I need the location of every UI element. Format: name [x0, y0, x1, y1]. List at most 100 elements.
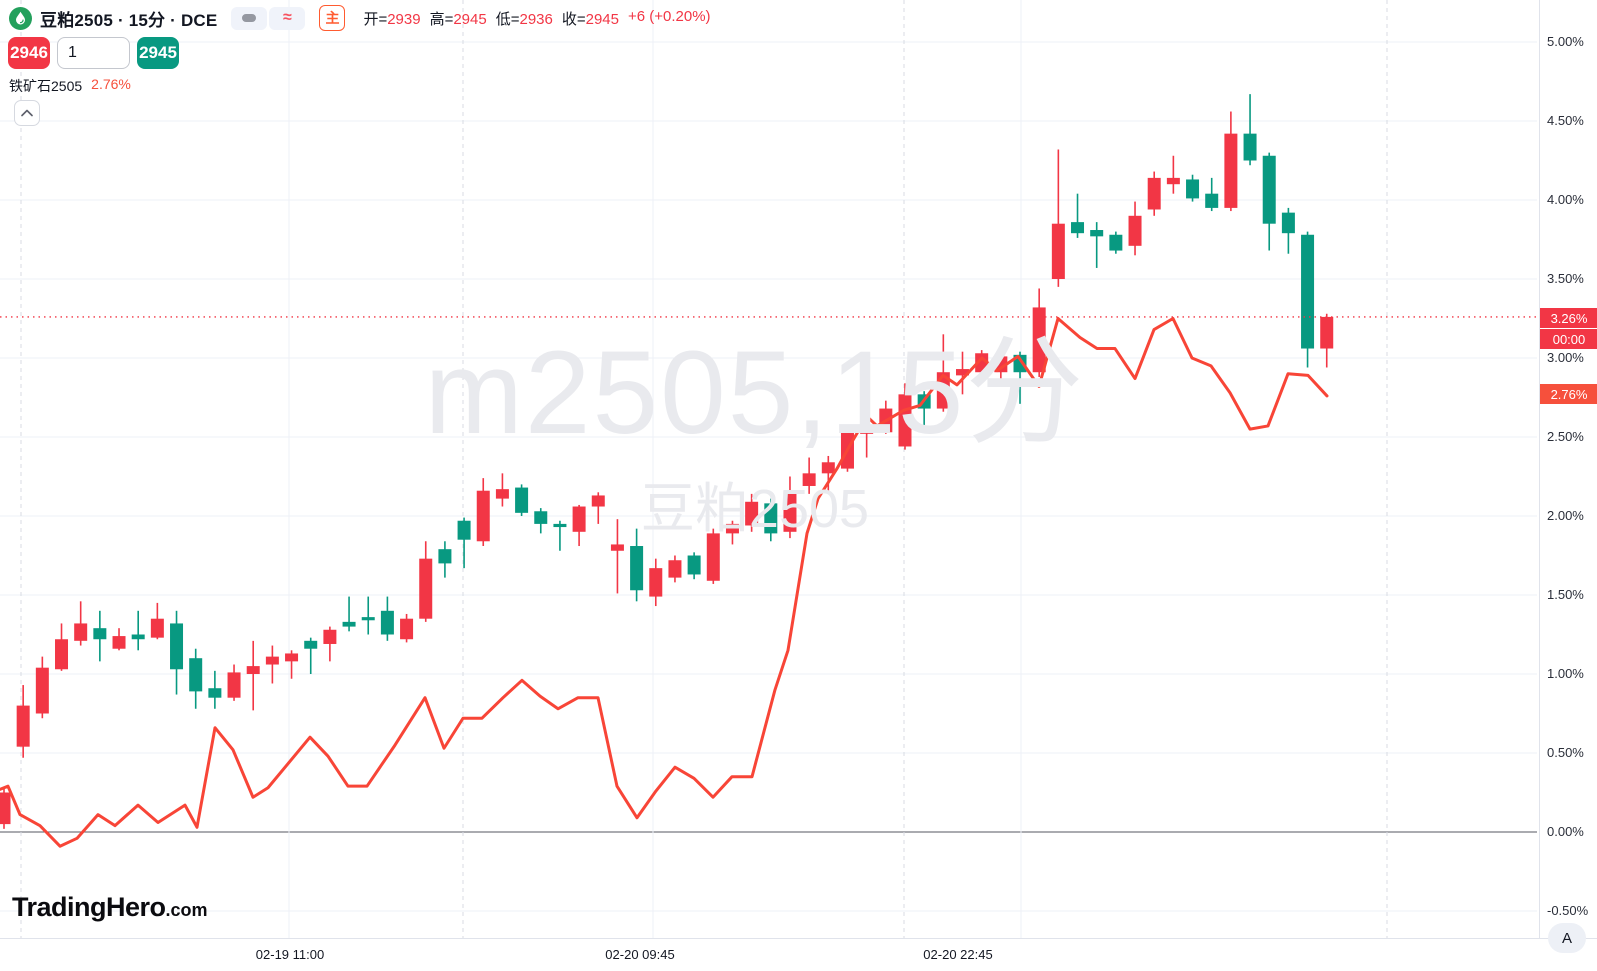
candle-body	[1071, 222, 1085, 234]
candle-body	[438, 549, 452, 564]
dash-toggle-icon[interactable]	[231, 6, 268, 30]
candle-body	[898, 394, 912, 447]
candle-body	[35, 667, 49, 714]
candle-body	[1128, 215, 1142, 246]
price-axis[interactable]: 3.26% 00:00 2.76% 5.00% 4.50% 4.00% 3.50% 3.…	[1539, 0, 1597, 938]
price-axis-label: 2.00%	[1547, 508, 1584, 523]
close-value: 2945	[585, 10, 619, 28]
candle-body	[515, 487, 529, 513]
candle-body	[419, 558, 433, 619]
candle-body	[706, 533, 720, 581]
symbol-title[interactable]: 豆粕2505 · 15分 · DCE	[40, 10, 218, 30]
low-value: 2936	[519, 10, 553, 28]
candle-body	[1166, 177, 1180, 185]
font-size-button[interactable]: A	[1548, 923, 1586, 953]
candle-body	[1224, 133, 1238, 208]
quantity-input[interactable]	[57, 37, 130, 69]
overlay-line-series	[0, 317, 1329, 848]
time-axis-label: 02-20 22:45	[923, 947, 993, 962]
price-axis-label: 5.00%	[1547, 34, 1584, 49]
candle-body	[131, 634, 145, 640]
candle-body	[1147, 177, 1161, 210]
candle-body	[994, 356, 1008, 373]
candle-body	[1301, 234, 1315, 349]
overlay-symbol-row[interactable]: 铁矿石2505 2.76%	[9, 76, 131, 96]
chart-style-toolbar: ≈	[231, 6, 306, 30]
candle-body	[1243, 133, 1257, 161]
candle-body	[591, 495, 605, 507]
candle-body	[361, 617, 375, 621]
candle-body	[649, 568, 663, 597]
ohlc-readout: 开=2939 高=2945 低=2936 收=2945 +6 (+0.20%)	[363, 7, 711, 28]
price-axis-label: 1.00%	[1547, 666, 1584, 681]
candle-body	[1262, 155, 1276, 224]
candle-body	[1051, 223, 1065, 279]
order-panel: 2946 2945	[8, 37, 179, 69]
chevron-up-icon	[21, 109, 33, 117]
overlay-price-badge: 2.76%	[1540, 384, 1597, 404]
high-value: 2945	[453, 10, 487, 28]
candle-body	[1032, 307, 1046, 373]
candle-body	[860, 427, 874, 434]
candle-body	[1186, 179, 1200, 199]
candle-body	[1320, 316, 1334, 349]
price-axis-label: 4.50%	[1547, 113, 1584, 128]
main-contract-badge[interactable]: 主	[319, 5, 346, 31]
overlay-symbol-change: 2.76%	[91, 76, 131, 92]
candle-body	[1281, 212, 1295, 234]
candle-body	[630, 546, 644, 591]
collapse-panel-button[interactable]	[14, 100, 40, 126]
buy-price-button[interactable]: 2945	[137, 37, 179, 69]
candle-body	[150, 618, 164, 638]
current-price-badge: 3.26%	[1540, 308, 1597, 328]
price-axis-label: 4.00%	[1547, 192, 1584, 207]
candle-body	[285, 653, 299, 662]
candle-body	[208, 688, 222, 698]
price-axis-label: 3.00%	[1547, 350, 1584, 365]
sell-price-button[interactable]: 2946	[8, 37, 50, 69]
candle-body	[380, 610, 394, 635]
candle-body	[112, 636, 126, 649]
candle-body	[802, 473, 816, 486]
brand-suffix: .com	[165, 900, 208, 920]
time-axis[interactable]: 02-19 11:00 02-20 09:45 02-20 22:45	[0, 938, 1597, 971]
price-axis-label: 1.50%	[1547, 587, 1584, 602]
candle-body	[342, 621, 356, 627]
candle-body	[1205, 193, 1219, 208]
candle-body	[476, 490, 490, 542]
candle-body	[16, 705, 30, 747]
candle-body	[74, 623, 88, 641]
price-axis-label: 2.50%	[1547, 429, 1584, 444]
candle-body	[265, 656, 279, 665]
bar-countdown-badge: 00:00	[1540, 329, 1597, 349]
candle-body	[323, 629, 337, 644]
approx-toggle-icon[interactable]: ≈	[269, 6, 306, 30]
candle-body	[725, 523, 739, 534]
price-axis-label: 3.50%	[1547, 271, 1584, 286]
candle-body	[55, 639, 69, 670]
candle-body	[189, 658, 203, 692]
overlay-symbol-name: 铁矿石2505	[9, 78, 83, 94]
candle-body	[783, 490, 797, 532]
candle-body	[0, 792, 11, 825]
candle-body	[821, 462, 835, 474]
candle-body	[93, 628, 107, 640]
symbol-logo-icon	[9, 6, 32, 30]
candle-body	[495, 489, 509, 499]
time-axis-label: 02-20 09:45	[605, 947, 675, 962]
candle-body	[400, 618, 414, 640]
candle-body	[572, 506, 586, 532]
candle-body	[610, 544, 624, 551]
candle-body	[227, 672, 241, 698]
price-axis-label: -0.50%	[1547, 903, 1589, 918]
candle-body	[956, 369, 969, 376]
candle-body	[170, 623, 184, 670]
open-value: 2939	[387, 10, 421, 28]
candle-body	[975, 353, 989, 373]
candle-body	[1013, 354, 1027, 373]
time-axis-label: 02-19 11:00	[255, 947, 325, 962]
candle-body	[246, 666, 260, 674]
symbol-header: 豆粕2505 · 15分 · DCE ≈ 主 开=2939 高=2945 低=2…	[9, 5, 711, 31]
